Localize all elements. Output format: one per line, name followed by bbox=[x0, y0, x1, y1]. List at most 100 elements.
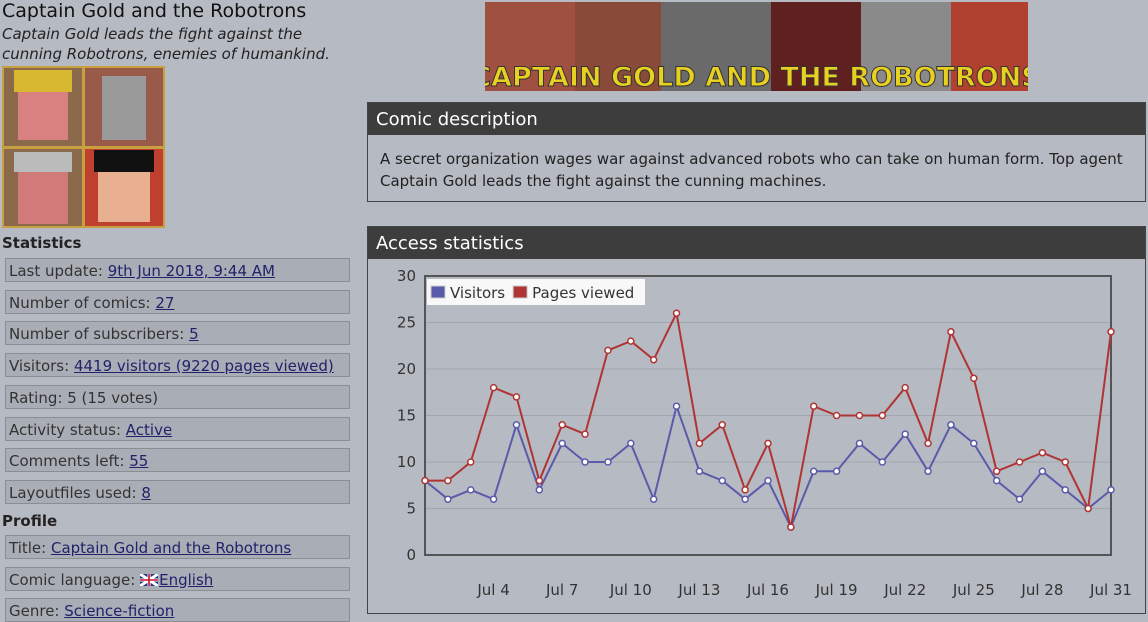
x-tick-label: Jul 28 bbox=[1020, 581, 1063, 599]
row-label: Number of comics: bbox=[9, 293, 151, 312]
data-point bbox=[649, 355, 658, 364]
row-link[interactable]: Captain Gold and the Robotrons bbox=[50, 539, 292, 557]
data-point bbox=[421, 476, 429, 485]
info-row: Number of subscribers: 5 bbox=[5, 321, 350, 346]
y-tick-label: 20 bbox=[397, 360, 416, 378]
profile-heading: Profile bbox=[2, 512, 58, 530]
row-link[interactable]: 5 bbox=[189, 325, 199, 344]
legend-swatch bbox=[512, 285, 528, 299]
info-row: Comic language: English bbox=[5, 566, 350, 591]
plot-frame bbox=[424, 275, 1112, 556]
data-point bbox=[855, 411, 864, 420]
data-point bbox=[924, 439, 932, 448]
data-point bbox=[672, 402, 681, 410]
row-link[interactable]: 8 bbox=[141, 483, 151, 502]
data-point bbox=[992, 476, 1001, 485]
data-point bbox=[947, 421, 955, 429]
description-heading: Comic description bbox=[368, 103, 1145, 135]
info-row: Genre: Science-fiction bbox=[5, 598, 350, 622]
row-link[interactable]: 55 bbox=[129, 452, 149, 471]
robot bbox=[102, 76, 146, 140]
hair bbox=[94, 150, 154, 172]
row-link[interactable]: 4419 visitors (9220 pages viewed) bbox=[73, 357, 334, 376]
data-point bbox=[924, 467, 932, 476]
panel bbox=[485, 2, 575, 91]
data-point bbox=[832, 467, 841, 476]
row-label: Genre: bbox=[9, 602, 60, 620]
data-point bbox=[558, 439, 566, 448]
data-point bbox=[809, 467, 818, 476]
data-point bbox=[512, 393, 521, 401]
panel bbox=[575, 2, 661, 91]
legend-swatch bbox=[430, 285, 446, 299]
data-point bbox=[970, 374, 978, 383]
banner: CAPTAIN GOLD AND THE ROBOTRONS bbox=[485, 2, 1028, 91]
x-tick-label: Jul 31 bbox=[1089, 581, 1132, 599]
data-point bbox=[627, 337, 635, 345]
row-label: Rating: bbox=[9, 388, 63, 407]
row-label: Layoutfiles used: bbox=[9, 483, 137, 502]
y-tick-label: 25 bbox=[397, 314, 416, 332]
info-row: Last update: 9th Jun 2018, 9:44 AM bbox=[5, 258, 350, 282]
chart: 0 5 10 15 20 25 30 Jul 4 Jul 7 Jul 10 Jul 13 Jul 16… bbox=[397, 267, 1132, 599]
data-point bbox=[466, 486, 475, 494]
description-box: Comic description A secret organization … bbox=[367, 102, 1146, 202]
face bbox=[18, 170, 68, 224]
data-point bbox=[1061, 486, 1070, 494]
info-row: Activity status: Active bbox=[5, 416, 350, 441]
y-tick-label: 0 bbox=[406, 546, 416, 564]
row-link[interactable]: English bbox=[159, 570, 214, 589]
row-link[interactable]: 9th Jun 2018, 9:44 AM bbox=[107, 262, 275, 280]
row-link[interactable]: 27 bbox=[155, 293, 175, 312]
helmet bbox=[14, 152, 72, 172]
panel bbox=[771, 2, 861, 91]
data-point bbox=[512, 421, 521, 429]
info-row: Number of comics: 27 bbox=[5, 289, 350, 314]
data-point bbox=[444, 476, 452, 485]
y-tick-label: 10 bbox=[397, 453, 416, 471]
info-row: Comments left: 55 bbox=[5, 448, 350, 473]
data-point bbox=[1107, 328, 1115, 336]
data-point bbox=[581, 430, 589, 438]
data-point bbox=[535, 486, 544, 494]
data-point bbox=[764, 439, 772, 448]
statistics-heading: Statistics bbox=[2, 234, 82, 252]
data-point bbox=[764, 476, 772, 485]
data-point bbox=[672, 309, 681, 317]
banner-text: CAPTAIN GOLD AND THE ROBOTRONS bbox=[485, 62, 1028, 91]
row-label: Activity status: bbox=[9, 420, 122, 439]
data-point bbox=[718, 421, 727, 429]
data-point bbox=[809, 402, 818, 410]
data-point bbox=[535, 476, 544, 485]
x-tick-label: Jul 19 bbox=[815, 581, 858, 599]
data-point bbox=[741, 495, 749, 503]
row-label: Comic language: bbox=[9, 570, 136, 589]
data-point bbox=[992, 467, 1001, 476]
flag-cross-red bbox=[140, 573, 159, 586]
row-link[interactable]: Active bbox=[125, 420, 173, 439]
data-point bbox=[901, 383, 909, 392]
data-point bbox=[1061, 458, 1070, 466]
data-point bbox=[878, 411, 887, 420]
data-point bbox=[1038, 467, 1047, 476]
data-point bbox=[489, 495, 498, 503]
data-point bbox=[558, 421, 566, 429]
row-label: Comments left: bbox=[9, 452, 125, 471]
x-tick-label: Jul 22 bbox=[883, 581, 926, 599]
info-row: Rating: 5 (15 votes) bbox=[5, 384, 350, 409]
row-label: Title: bbox=[9, 539, 47, 557]
info-row: Visitors: 4419 visitors (9220 pages view… bbox=[5, 353, 350, 378]
data-point bbox=[1038, 448, 1047, 457]
face bbox=[18, 88, 68, 140]
data-point bbox=[1107, 486, 1115, 494]
data-point bbox=[970, 439, 978, 448]
row-label: Visitors: bbox=[9, 357, 70, 376]
x-tick-label: Jul 10 bbox=[609, 581, 652, 599]
data-point bbox=[901, 430, 909, 438]
row-label: Number of subscribers: bbox=[9, 325, 185, 344]
row-link[interactable]: Science-fiction bbox=[64, 602, 175, 620]
data-point bbox=[1015, 458, 1024, 466]
panel bbox=[661, 2, 771, 91]
flag-icon bbox=[139, 572, 159, 587]
x-tick-label: Jul 7 bbox=[545, 581, 578, 599]
